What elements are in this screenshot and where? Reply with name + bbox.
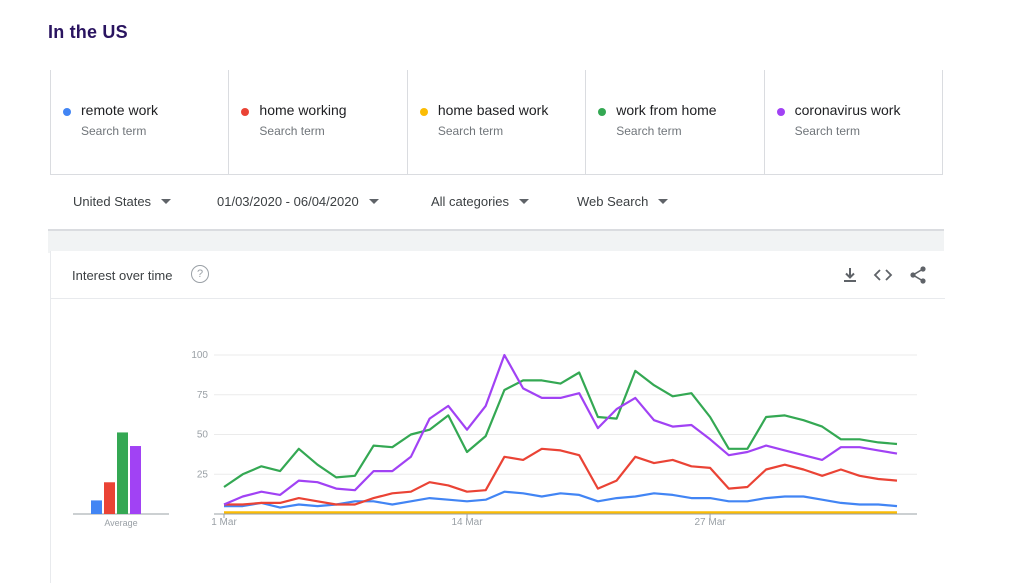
average-bar-remote-work bbox=[91, 500, 102, 514]
category-dropdown[interactable]: All categories bbox=[431, 194, 530, 209]
share-icon[interactable] bbox=[908, 265, 928, 285]
series-color-dot bbox=[63, 108, 71, 116]
term-card-work-from-home[interactable]: work from home Search term bbox=[585, 70, 763, 174]
term-subtitle: Search term bbox=[259, 124, 325, 138]
term-subtitle: Search term bbox=[437, 124, 504, 138]
term-card-remote-work[interactable]: remote work Search term bbox=[50, 70, 228, 174]
card-header: Interest over time ? bbox=[51, 251, 945, 299]
chart-series bbox=[223, 353, 898, 514]
region-dropdown[interactable]: United States bbox=[73, 194, 172, 209]
term-name: home based work bbox=[437, 102, 549, 118]
chart-x-axis: 1 Mar 14 Mar 27 Mar bbox=[211, 514, 726, 528]
series-line-home-working bbox=[224, 447, 898, 506]
series-color-dot bbox=[419, 108, 428, 116]
term-subtitle: Search term bbox=[794, 124, 860, 138]
term-card-home-working[interactable]: home working Search term bbox=[228, 70, 406, 174]
chart-grid: 100 75 50 25 bbox=[191, 350, 917, 515]
term-subtitle: Search term bbox=[616, 124, 682, 138]
interest-over-time-chart: Average 100 75 50 25 1 Mar 14 Mar 27 Mar bbox=[73, 350, 917, 528]
series-color-dot bbox=[776, 108, 785, 116]
average-bar-coronavirus-work bbox=[130, 446, 141, 514]
x-tick-label: 1 Mar bbox=[211, 517, 237, 528]
download-icon[interactable] bbox=[840, 265, 860, 285]
x-tick-label: 14 Mar bbox=[451, 517, 483, 528]
caret-down-icon bbox=[658, 199, 669, 204]
caret-down-icon bbox=[368, 199, 379, 204]
card-title: Interest over time bbox=[72, 268, 173, 283]
term-card-coronavirus-work[interactable]: coronavirus work Search term bbox=[763, 70, 944, 174]
x-tick-label: 27 Mar bbox=[694, 517, 726, 528]
term-card-home-based-work[interactable]: home based work Search term bbox=[406, 70, 585, 174]
y-tick-label: 50 bbox=[197, 430, 209, 441]
page-title: In the US bbox=[48, 22, 128, 42]
y-tick-label: 25 bbox=[197, 469, 209, 480]
term-name: remote work bbox=[81, 102, 159, 118]
series-line-work-from-home bbox=[223, 369, 898, 488]
search-terms-bar: remote work Search term home working Sea… bbox=[50, 70, 944, 175]
region-label: United States bbox=[73, 194, 152, 209]
category-label: All categories bbox=[431, 194, 510, 209]
search-type-dropdown[interactable]: Web Search bbox=[577, 194, 669, 209]
date-range-label: 01/03/2020 - 06/04/2020 bbox=[217, 194, 359, 209]
embed-icon[interactable] bbox=[873, 265, 893, 285]
term-name: home working bbox=[259, 102, 347, 118]
y-tick-label: 75 bbox=[197, 390, 209, 401]
series-line-coronavirus-work bbox=[223, 353, 898, 506]
average-bars: Average bbox=[73, 432, 169, 528]
caret-down-icon bbox=[161, 199, 172, 204]
series-color-dot bbox=[241, 108, 250, 116]
section-divider bbox=[48, 229, 944, 253]
series-line-remote-work bbox=[224, 490, 898, 509]
average-bar-work-from-home bbox=[117, 432, 128, 514]
search-type-label: Web Search bbox=[577, 194, 649, 209]
help-icon[interactable]: ? bbox=[191, 265, 209, 283]
filter-bar: United States 01/03/2020 - 06/04/2020 Al… bbox=[50, 190, 943, 214]
date-range-dropdown[interactable]: 01/03/2020 - 06/04/2020 bbox=[217, 194, 379, 209]
caret-down-icon bbox=[519, 199, 530, 204]
average-label: Average bbox=[104, 518, 137, 528]
term-name: coronavirus work bbox=[794, 102, 901, 118]
y-tick-label: 100 bbox=[191, 350, 208, 361]
interest-over-time-card: Interest over time ? Average 100 75 50 25 1… bbox=[50, 251, 945, 583]
term-subtitle: Search term bbox=[81, 124, 147, 138]
series-color-dot bbox=[598, 108, 607, 116]
average-bar-home-working bbox=[104, 482, 115, 514]
term-name: work from home bbox=[616, 102, 717, 118]
